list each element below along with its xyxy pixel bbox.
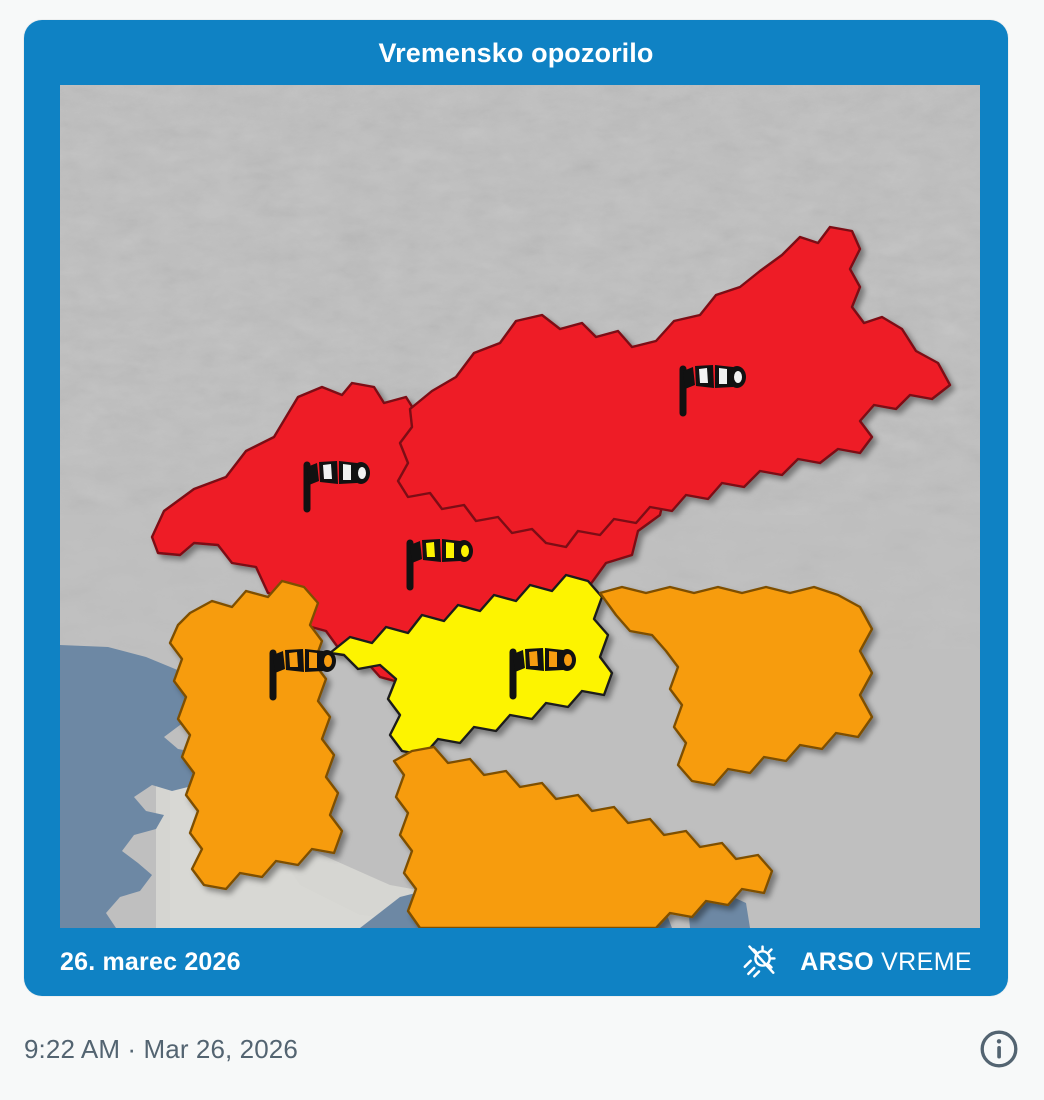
windsock-icon-sw-coast xyxy=(269,649,336,701)
region-se-lowland-east-lobe xyxy=(598,585,874,787)
brand-vreme: VREME xyxy=(881,947,972,976)
post-meta-row: 9:22 AM · Mar 26, 2026 xyxy=(24,1020,1020,1078)
windsock-icon-central xyxy=(406,539,473,591)
post-timestamp[interactable]: 9:22 AM · Mar 26, 2026 xyxy=(24,1033,298,1064)
brand-block: ARSO VREME xyxy=(740,943,972,981)
sun-rays-icon xyxy=(743,945,776,978)
warning-map[interactable] xyxy=(60,85,980,928)
region-central xyxy=(328,573,614,757)
forecast-date: 26. marec 2026 xyxy=(60,947,241,976)
warning-regions xyxy=(150,225,952,928)
map-svg xyxy=(60,85,980,928)
windsock-icon-se-lowland xyxy=(509,648,576,700)
weather-warning-card[interactable]: Vremensko opozorilo xyxy=(24,20,1008,996)
lowland-plain-2 xyxy=(170,775,760,928)
region-se-lowland xyxy=(392,745,774,928)
brand-arso: ARSO xyxy=(800,947,875,976)
card-footer: 26. marec 2026 xyxy=(24,928,1008,996)
region-ne-pannonian xyxy=(396,225,952,549)
info-circle-icon[interactable] xyxy=(978,1028,1020,1070)
card-title: Vremensko opozorilo xyxy=(378,38,654,68)
brand-label: ARSO VREME xyxy=(800,948,972,977)
windsock-icon-nw-alps xyxy=(303,461,370,513)
windsock-icon-ne-pannonian xyxy=(679,365,746,417)
